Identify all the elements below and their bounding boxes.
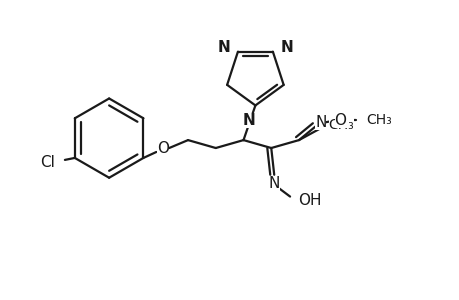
Text: Cl: Cl bbox=[40, 155, 55, 170]
Text: CH₃: CH₃ bbox=[328, 118, 354, 132]
Text: N: N bbox=[280, 40, 293, 55]
Text: N: N bbox=[268, 176, 280, 191]
Text: N: N bbox=[314, 115, 326, 130]
Text: O: O bbox=[157, 140, 169, 155]
Text: N: N bbox=[217, 40, 230, 55]
Text: OH: OH bbox=[297, 193, 321, 208]
Text: CH₃: CH₃ bbox=[365, 113, 391, 127]
Text: N: N bbox=[242, 113, 255, 128]
Text: O: O bbox=[334, 113, 346, 128]
